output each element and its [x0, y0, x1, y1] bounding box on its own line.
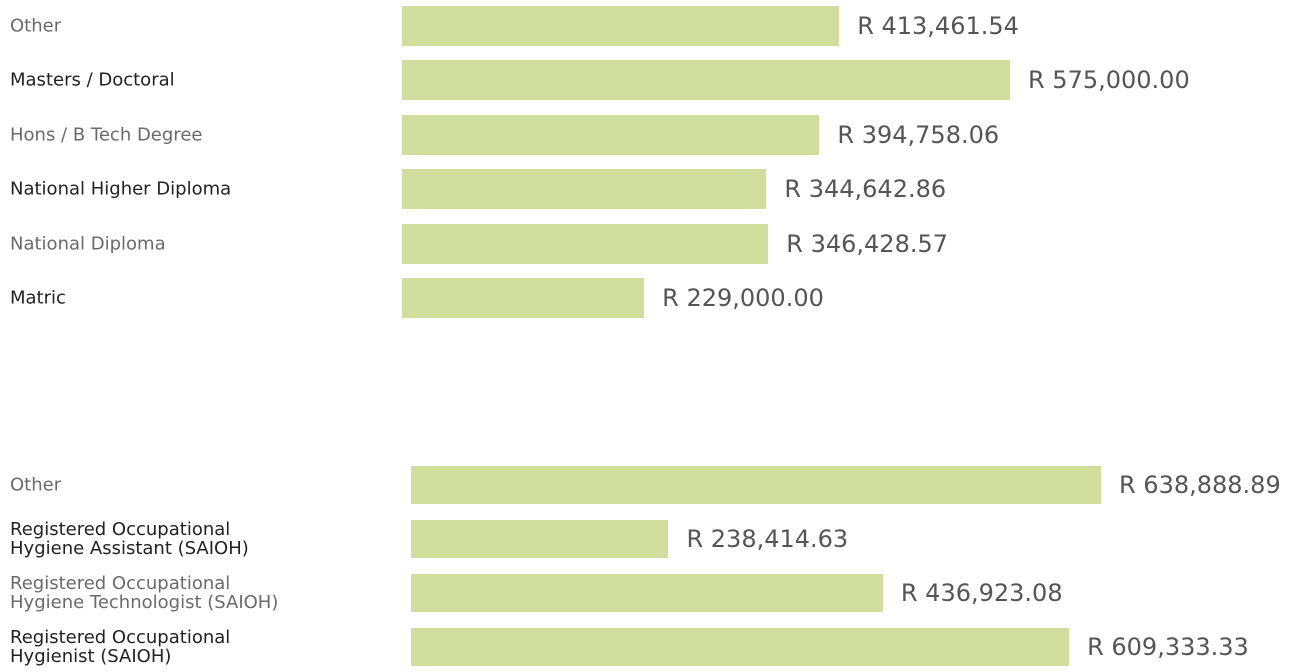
bar — [402, 114, 820, 155]
value-label: R 575,000.00 — [1028, 66, 1190, 95]
category-label: National Diploma — [10, 233, 166, 255]
value-label: R 436,923.08 — [900, 579, 1063, 607]
value-label: R 238,414.63 — [686, 525, 849, 553]
bar — [402, 6, 840, 46]
bar — [411, 466, 1101, 504]
bar — [411, 574, 883, 612]
value-label: R 413,461.54 — [857, 12, 1019, 40]
category-label: Registered Occupational Hygiene Assistan… — [10, 519, 249, 559]
category-label: Other — [10, 15, 62, 37]
value-label: R 638,888.89 — [1119, 471, 1281, 499]
category-label: National Higher Diploma — [10, 178, 232, 200]
value-label: R 346,428.57 — [786, 229, 949, 258]
bar — [402, 60, 1010, 101]
category-label: Hons / B Tech Degree — [10, 124, 203, 146]
bar — [411, 520, 669, 558]
value-label: R 394,758.06 — [837, 120, 1000, 149]
category-label: Registered Occupational Hygienist (SAIOH… — [10, 627, 231, 667]
value-label: R 344,642.86 — [784, 175, 947, 204]
bar — [402, 223, 769, 264]
category-label: Other — [10, 474, 62, 496]
value-label: R 229,000.00 — [662, 284, 824, 312]
bar — [402, 169, 767, 210]
bar — [411, 628, 1070, 666]
bar — [402, 278, 645, 318]
category-label: Matric — [10, 287, 66, 309]
value-label: R 609,333.33 — [1087, 633, 1249, 661]
category-label: Masters / Doctoral — [10, 69, 175, 91]
category-label: Registered Occupational Hygiene Technolo… — [10, 573, 279, 613]
